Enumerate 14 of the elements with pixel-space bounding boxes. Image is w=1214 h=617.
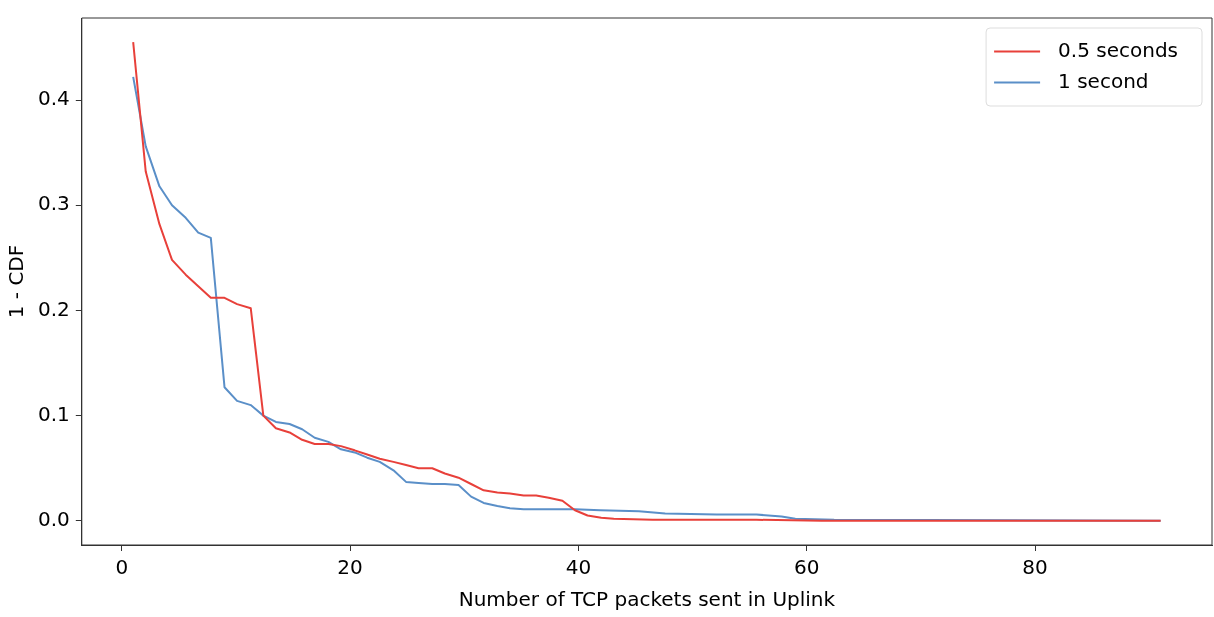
x-tick-label: 80 bbox=[1022, 555, 1048, 580]
y-tick-label: 0.4 bbox=[37, 86, 70, 111]
x-tick-label: 60 bbox=[794, 555, 820, 580]
legend-label: 0.5 seconds bbox=[1058, 37, 1179, 62]
y-axis-title: 1 - CDF bbox=[4, 244, 29, 319]
legend-label: 1 second bbox=[1058, 68, 1149, 93]
y-tick-label: 0.0 bbox=[37, 507, 70, 532]
x-tick-label: 20 bbox=[337, 555, 363, 580]
x-tick-label: 40 bbox=[565, 555, 592, 580]
y-tick-label: 0.1 bbox=[37, 401, 70, 426]
x-tick-label: 0 bbox=[115, 555, 129, 580]
y-tick-label: 0.2 bbox=[37, 296, 70, 321]
x-axis-title: Number of TCP packets sent in Uplink bbox=[458, 587, 836, 612]
y-tick-label: 0.3 bbox=[37, 191, 70, 216]
